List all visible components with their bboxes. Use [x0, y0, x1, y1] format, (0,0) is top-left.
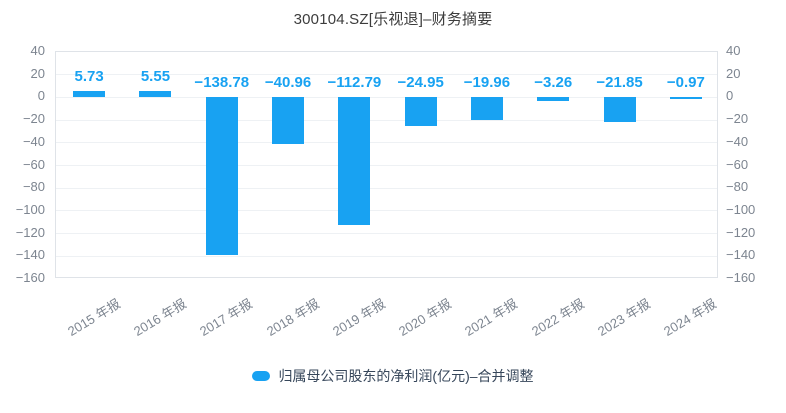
- value-label: −138.78: [194, 74, 250, 92]
- x-axis: 2015 年报 2016 年报 2017 年报 2018 年报 2019 年报 2020 …: [55, 280, 720, 350]
- x-tick-label: 2017 年报: [197, 295, 256, 339]
- value-label: 5.55: [140, 68, 171, 86]
- y-axis-tick-left: 20: [30, 65, 45, 81]
- value-label: −0.97: [666, 74, 705, 92]
- grid-line: [56, 210, 717, 212]
- value-label: −24.95: [397, 74, 444, 92]
- y-axis-tick-right: −40: [726, 133, 749, 149]
- y-axis-tick-right: −140: [726, 247, 756, 263]
- plot-area: 5.73 5.55 −138.78 −40.96 −112.79 −24.95 −19.96…: [55, 51, 718, 278]
- y-axis-tick-right: 40: [726, 43, 741, 58]
- y-axis-tick-left: 0: [37, 88, 45, 104]
- y-axis-tick-right: −160: [726, 270, 756, 285]
- bar-2019 年报[interactable]: [338, 97, 371, 226]
- x-tick-label: 2015 年报: [64, 295, 123, 339]
- y-axis-tick-left: −80: [22, 179, 45, 195]
- y-axis-tick-right: −80: [726, 179, 749, 195]
- y-axis-tick-left: −60: [22, 156, 45, 172]
- legend: 归属母公司股东的净利润(亿元)–合并调整: [0, 366, 786, 386]
- y-axis-tick-left: −160: [15, 270, 45, 285]
- y-axis-tick-left: −120: [15, 224, 45, 240]
- x-tick-label: 2022 年报: [528, 295, 587, 339]
- y-axis-tick-right: −100: [726, 201, 756, 217]
- grid-line: [56, 255, 717, 257]
- grid-line: [56, 187, 717, 189]
- x-tick-label: 2024 年报: [661, 295, 720, 339]
- bar-2023 年报[interactable]: [603, 97, 636, 123]
- x-tick-label: 2016 年报: [130, 295, 189, 339]
- value-label: −40.96: [264, 74, 312, 92]
- bar-2016 年报[interactable]: [139, 91, 172, 98]
- bar-2018 年报[interactable]: [272, 97, 305, 144]
- grid-line: [56, 233, 717, 235]
- y-axis-tick-left: 40: [30, 43, 45, 58]
- value-label: −112.79: [327, 74, 382, 92]
- grid-line: [56, 142, 717, 144]
- value-label: −19.96: [463, 74, 511, 92]
- bar-2021 年报[interactable]: [470, 97, 503, 121]
- x-tick-label: 2023 年报: [595, 295, 653, 339]
- x-tick-label: 2021 年报: [462, 295, 521, 339]
- y-axis-tick-left: −140: [15, 247, 45, 263]
- x-tick-label: 2019 年报: [329, 295, 388, 339]
- bar-2024 年报[interactable]: [669, 97, 702, 99]
- grid-line: [56, 74, 717, 76]
- x-tick-label: 2018 年报: [263, 295, 322, 339]
- grid-line: [56, 165, 717, 166]
- value-label: −3.26: [534, 74, 573, 92]
- y-axis-tick-right: 0: [726, 88, 734, 104]
- legend-swatch-icon: [252, 371, 271, 381]
- y-axis-tick-left: −40: [22, 133, 45, 149]
- y-axis-tick-right: 20: [726, 65, 741, 81]
- y-axis-tick-left: −20: [22, 111, 45, 127]
- bar-2022 年报[interactable]: [537, 97, 570, 102]
- bar-2015 年报[interactable]: [73, 90, 106, 98]
- y-axis-tick-left: −100: [15, 201, 45, 217]
- grid-line: [56, 96, 717, 98]
- y-axis-tick-right: −20: [726, 111, 749, 127]
- value-label: −21.85: [596, 74, 643, 92]
- grid-line: [56, 119, 717, 121]
- x-tick-label: 2020 年报: [396, 295, 455, 339]
- legend-label: 归属母公司股东的净利润(亿元)–合并调整: [278, 368, 534, 384]
- chart-title: 300104.SZ[乐视退]–财务摘要: [293, 11, 493, 28]
- y-axis-tick-right: −120: [726, 224, 756, 240]
- bar-2017 年报[interactable]: [205, 97, 238, 255]
- bar-2020 年报[interactable]: [404, 97, 437, 126]
- legend-item-net-profit[interactable]: 归属母公司股东的净利润(亿元)–合并调整: [252, 366, 534, 386]
- value-label: 5.73: [74, 67, 104, 85]
- y-axis-tick-right: −60: [726, 156, 749, 172]
